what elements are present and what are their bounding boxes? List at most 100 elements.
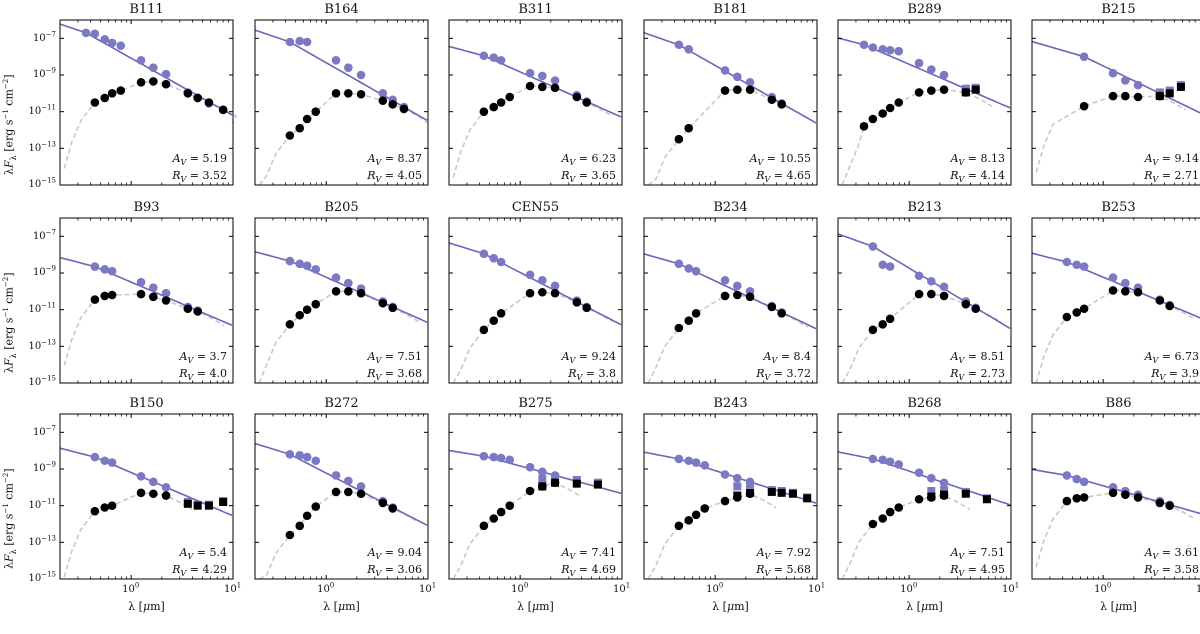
dereddened-point [116,41,126,50]
observed-point [1108,488,1118,498]
observed-square-point [204,501,213,510]
observed-point [295,123,305,133]
x-tick-label: 100 [1094,582,1112,596]
reddened-model-curve [647,492,777,580]
dereddened-point [285,256,295,266]
observed-point [525,81,535,91]
y-tick-label: 10−7 [32,424,56,438]
dereddened-model-curve [448,45,622,118]
observed-point [878,320,888,329]
observed-point [378,498,388,508]
dereddened-point [331,471,341,480]
sed-axes [448,413,623,580]
dereddened-point [745,78,755,87]
observed-point [720,291,730,301]
dereddened-point [914,271,924,281]
dereddened-point [1079,262,1089,271]
dereddened-point [733,281,742,291]
observed-point [1072,308,1082,317]
extinction-annotation: AV = 9.24 RV = 3.8 [561,350,616,383]
observed-point [927,86,936,95]
observed-point [550,83,560,93]
observed-point [1133,287,1143,297]
dereddened-point [878,45,888,54]
dereddened-point [356,70,366,80]
dereddened-point [538,71,547,81]
dereddened-point [479,451,489,461]
dereddened-point [1121,76,1130,85]
dereddened-point [149,63,158,72]
sed-axes [837,217,1012,384]
observed-point [399,104,409,114]
observed-point [700,504,710,513]
dereddened-point [868,454,878,464]
dereddened-point [894,46,904,56]
sed-axes [254,217,429,384]
observed-point [1062,312,1072,322]
panel-title: B289 [907,2,942,17]
observed-point [311,107,321,116]
observed-square-point [777,488,786,497]
observed-point [684,316,694,325]
dereddened-point [700,461,710,470]
dereddened-point [939,70,949,80]
observed-point [914,289,924,299]
dereddened-point [302,261,312,270]
observed-point [100,93,110,103]
observed-square-point [1155,92,1164,101]
dereddened-point [939,282,949,292]
dereddened-point [161,288,171,298]
observed-square-point [1176,82,1185,91]
dereddened-point [538,276,547,285]
observed-point [149,489,158,499]
observed-point [496,309,506,318]
y-tick-label: 10−15 [28,177,56,191]
observed-point [161,491,171,500]
observed-square-point [940,490,949,499]
observed-point [479,521,489,531]
dereddened-point [331,273,341,282]
reddened-model-curve [1035,95,1187,173]
axes-frame [254,19,429,186]
dereddened-point [302,37,312,47]
dereddened-point [161,69,171,79]
observed-point [1079,493,1089,502]
observed-point [311,299,321,309]
observed-point [1108,91,1118,101]
dereddened-model-curve [254,251,428,324]
observed-point [107,501,117,510]
dereddened-point [1062,471,1072,480]
dereddened-point [733,72,742,82]
panel-title: B181 [713,2,748,17]
dereddened-model-curve [837,451,1011,506]
observed-point [1121,91,1130,101]
dereddened-point [720,66,730,75]
observed-point [204,98,214,107]
observed-point [344,89,353,98]
dereddened-model-curve [59,447,233,517]
observed-point [859,122,869,131]
observed-point [331,89,341,98]
dereddened-point [100,34,110,44]
dereddened-model-curve [837,233,1011,330]
dereddened-point [107,266,117,276]
dereddened-point [939,478,949,488]
observed-point [1165,301,1174,311]
observed-point [496,507,506,517]
dereddened-model-curve [1031,252,1200,319]
dereddened-point [720,276,730,285]
dereddened-point [149,477,158,487]
dereddened-model-curve [59,256,233,327]
dereddened-point [885,457,895,466]
sed-axes [59,413,234,580]
panel-title: B150 [129,396,164,411]
panel-title: B215 [1101,2,1136,17]
dereddened-point [894,460,904,469]
observed-point [100,291,110,301]
observed-point [1079,304,1089,314]
observed-point [868,519,878,529]
observed-square-point [961,88,970,97]
panel-title: B272 [324,396,359,411]
sed-axes [59,217,234,384]
observed-point [183,89,193,98]
